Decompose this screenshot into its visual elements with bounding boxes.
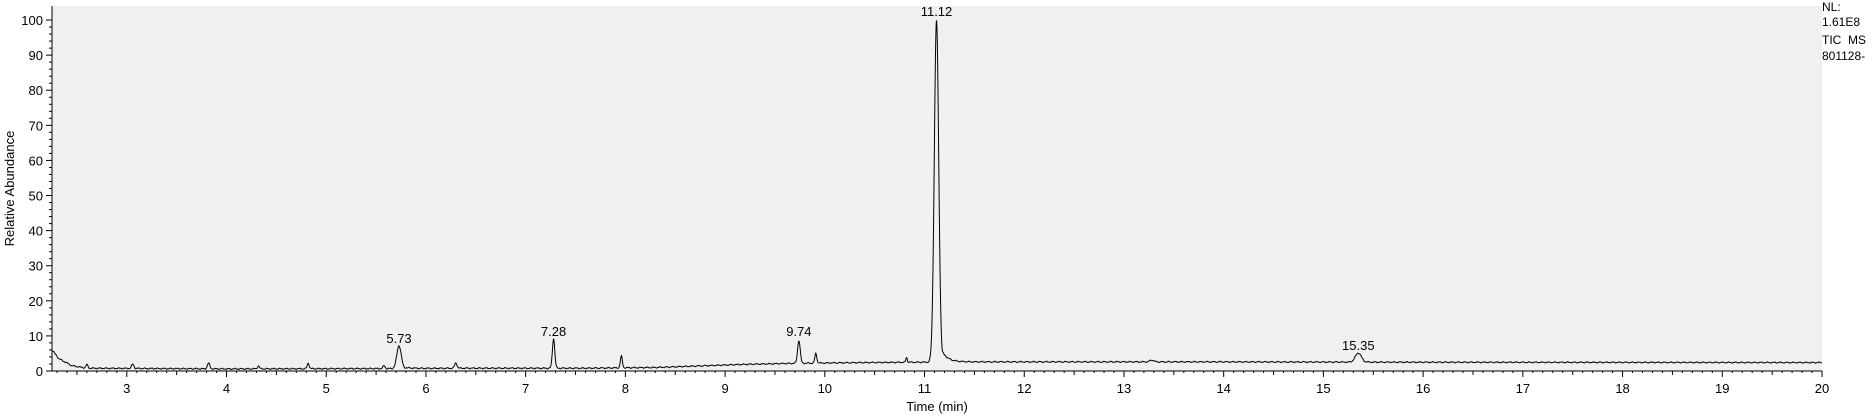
y-axis-title: Relative Abundance xyxy=(2,131,17,247)
x-axis: 3 4 5 6 7 8 9 10 11 12 13 14 15 16 17 18 19 20 xyxy=(52,370,1829,396)
y-tick-label: 10 xyxy=(29,329,43,344)
side-info-line3: TIC MS xyxy=(1822,33,1866,47)
peak-annotations: 5.73 7.28 9.74 11.12 15.35 xyxy=(386,4,1374,353)
x-tick-label: 5 xyxy=(323,381,330,396)
y-tick-label: 40 xyxy=(29,224,43,239)
side-info-line1: NL: xyxy=(1822,0,1841,14)
peak-label: 7.28 xyxy=(541,324,566,339)
x-tick-label: 12 xyxy=(1017,381,1031,396)
y-tick-label: 50 xyxy=(29,189,43,204)
x-tick-label: 13 xyxy=(1117,381,1131,396)
y-tick-label: 90 xyxy=(29,48,43,63)
x-tick-label: 4 xyxy=(223,381,230,396)
x-tick-label: 11 xyxy=(918,381,932,396)
x-tick-label: 20 xyxy=(1815,381,1829,396)
peak-label: 15.35 xyxy=(1342,338,1375,353)
peak-label: 11.12 xyxy=(921,4,953,19)
x-axis-title: Time (min) xyxy=(906,399,968,414)
side-info-line2: 1.61E8 xyxy=(1822,15,1861,29)
x-tick-label: 9 xyxy=(721,381,728,396)
x-tick-label: 14 xyxy=(1216,381,1230,396)
x-tick-label: 8 xyxy=(622,381,629,396)
y-tick-label: 30 xyxy=(29,259,43,274)
y-tick-label: 70 xyxy=(29,118,43,133)
x-tick-label: 3 xyxy=(123,381,130,396)
x-tick-label: 10 xyxy=(818,381,832,396)
x-tick-label: 19 xyxy=(1715,381,1729,396)
x-tick-label: 16 xyxy=(1416,381,1430,396)
y-tick-label: 20 xyxy=(29,294,43,309)
x-tick-label: 18 xyxy=(1615,381,1629,396)
x-tick-label: 6 xyxy=(422,381,429,396)
peak-label: 9.74 xyxy=(786,324,811,339)
plot-area xyxy=(52,6,1822,371)
y-tick-label: 60 xyxy=(29,153,43,168)
y-axis: 0 10 20 30 40 50 60 70 80 90 100 xyxy=(21,6,53,379)
peak-label: 5.73 xyxy=(386,331,411,346)
y-tick-label: 0 xyxy=(36,364,43,379)
y-tick-label: 80 xyxy=(29,83,43,98)
x-tick-label: 17 xyxy=(1516,381,1530,396)
x-tick-label: 15 xyxy=(1316,381,1330,396)
x-tick-label: 7 xyxy=(522,381,529,396)
tic-trace-line xyxy=(51,19,1823,371)
y-tick-label: 100 xyxy=(21,13,43,28)
side-info-line4: 801128- xyxy=(1822,49,1866,63)
